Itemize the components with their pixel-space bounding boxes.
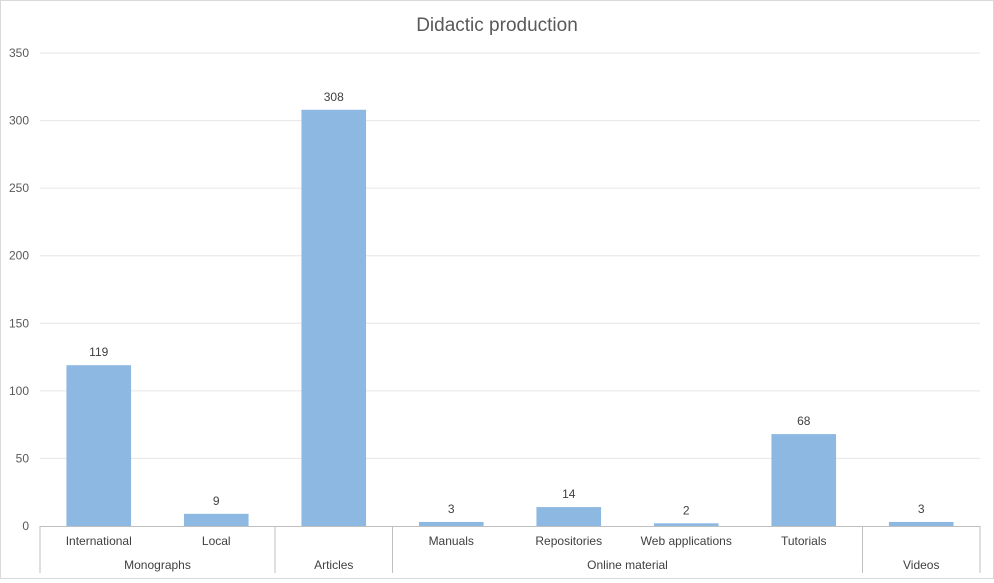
data-labels: 119 9 308 3 14 2 68 3 [89,90,925,518]
bar [771,434,837,526]
y-tick-label: 50 [16,451,30,465]
bar [66,365,132,526]
chart-title: Didactic production [416,15,578,36]
x-group-label: Articles [314,558,353,572]
x-group-label: Monographs [124,558,191,572]
data-label: 68 [797,414,811,428]
x-category-label: Repositories [535,534,602,548]
data-label: 308 [324,90,344,104]
x-category-label: Tutorials [781,534,827,548]
bars [66,109,954,526]
data-label: 119 [89,345,108,359]
y-tick-label: 0 [22,519,29,533]
x-category-label: Web applications [641,534,732,548]
y-tick-label: 200 [9,249,29,263]
x-category-label: Local [202,534,231,548]
data-label: 9 [213,494,220,508]
gridlines [40,52,980,459]
bar [301,109,367,526]
x-category-label: International [66,534,132,548]
x-axis: International Local Manuals Repositories Web… [39,526,981,573]
y-tick-label: 100 [9,384,29,398]
bar [653,523,719,526]
y-tick-label: 300 [9,114,29,128]
y-tick-label: 350 [9,46,29,60]
x-group-label: Videos [903,558,939,572]
data-label: 3 [918,502,925,516]
bar [418,521,484,526]
y-axis: 0 50 100 150 200 250 300 350 [9,46,29,533]
bar [183,513,249,526]
y-tick-label: 150 [9,316,29,330]
x-group-label: Online material [587,558,668,572]
data-label: 2 [683,503,690,517]
data-label: 14 [562,487,576,501]
bar [536,507,602,526]
bar [888,521,954,526]
x-category-label: Manuals [429,534,474,548]
y-tick-label: 250 [9,181,29,195]
data-label: 3 [448,502,455,516]
